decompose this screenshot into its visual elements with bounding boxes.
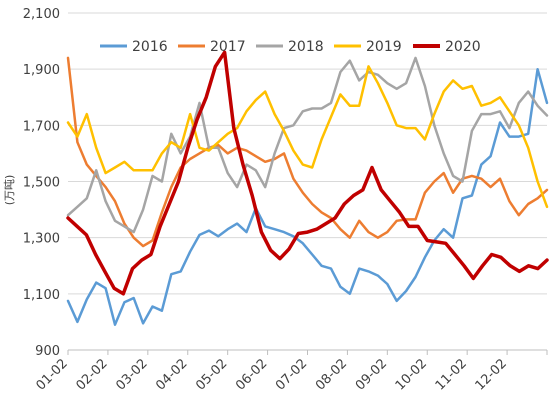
x-tick-label: 01-02: [34, 356, 71, 393]
x-tick-label: 03-02: [113, 356, 150, 393]
y-tick-label: 1,500: [23, 176, 60, 191]
x-tick-label: 07-02: [273, 356, 310, 393]
series-lines: [66, 50, 549, 326]
legend-label-2020: 2020: [445, 39, 481, 55]
gridlines: [68, 12, 547, 351]
x-tick-label: 06-02: [233, 356, 270, 393]
y-axis-title: (万吨): [3, 175, 16, 206]
y-axis-ticks: 900 1,100 1,300 1,500 1,700 1,900 2,100: [23, 7, 60, 359]
y-tick-label: 900: [35, 344, 60, 359]
series-line-2018: [66, 56, 549, 234]
y-tick-label: 1,100: [23, 288, 60, 303]
y-tick-label: 1,700: [23, 119, 60, 134]
x-tick-label: 11-02: [433, 356, 470, 393]
y-tick-label: 1,900: [23, 63, 60, 78]
series-line-2016: [66, 67, 549, 326]
y-tick-label: 1,300: [23, 232, 60, 247]
x-axis-ticks: 01-02 02-02 03-02 04-02 05-02 06-02 07-02 08-02…: [34, 350, 548, 394]
legend-label-2018: 2018: [288, 39, 324, 55]
series-line-2020: [66, 50, 549, 296]
x-tick-label: 04-02: [153, 356, 190, 393]
x-tick-label: 05-02: [193, 356, 230, 393]
series-line-2019: [66, 65, 549, 209]
x-tick-label: 10-02: [393, 356, 430, 393]
legend-label-2017: 2017: [210, 39, 246, 55]
x-tick-label: 08-02: [313, 356, 350, 393]
x-tick-label: 09-02: [353, 356, 390, 393]
x-tick-label: 02-02: [73, 356, 110, 393]
legend-label-2016: 2016: [132, 39, 168, 55]
series-line-2017: [66, 56, 549, 248]
legend-label-2019: 2019: [366, 39, 402, 55]
legend: 2016 2017 2018 2019 2020: [100, 39, 481, 55]
y-tick-label: 2,100: [23, 7, 60, 22]
x-tick-label: 12-02: [473, 356, 510, 393]
